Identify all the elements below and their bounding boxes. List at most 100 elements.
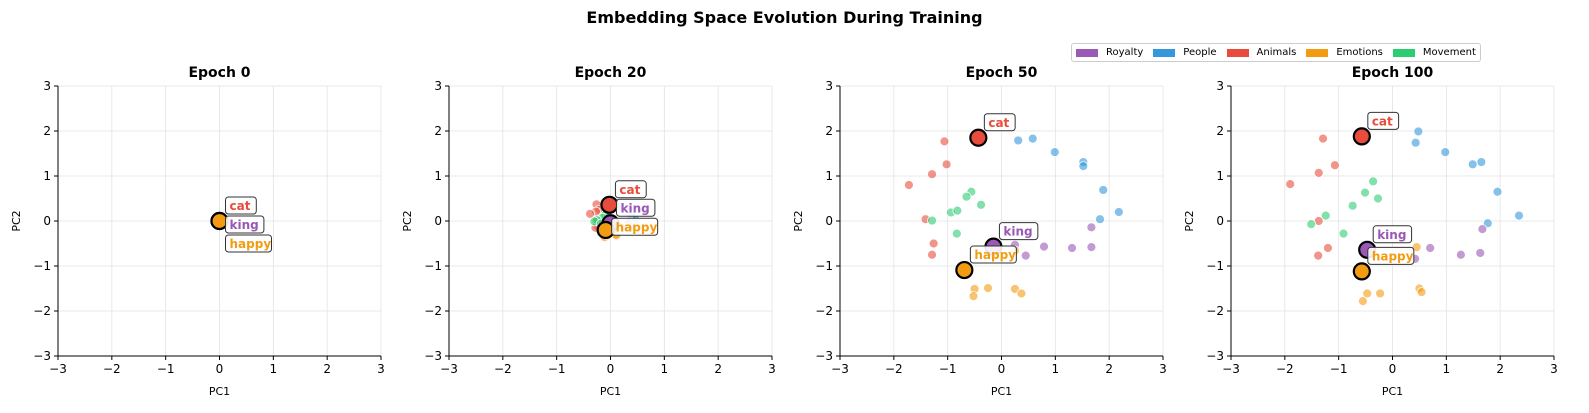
- highlight-label-box: [225, 234, 272, 253]
- point-movement: [1338, 228, 1349, 239]
- x-tick-label: −2: [1276, 362, 1294, 376]
- x-tick-label: −3: [49, 362, 67, 376]
- highlight-label-box: [1367, 246, 1415, 265]
- point-animals: [939, 136, 950, 147]
- x-axis-label: PC1: [1382, 385, 1403, 398]
- point-people: [1410, 137, 1421, 148]
- point-people: [1095, 214, 1105, 225]
- highlight-point-cat: [600, 195, 619, 214]
- highlight-label-cat: cat: [230, 199, 251, 213]
- x-tick-label: 1: [1052, 362, 1060, 376]
- point-people: [1078, 161, 1089, 172]
- highlight-label-king: king: [1003, 225, 1032, 239]
- x-tick-label: −3: [440, 362, 458, 376]
- x-axis-label: PC1: [209, 385, 230, 398]
- x-tick-label: −2: [494, 362, 512, 376]
- highlight-label-happy: happy: [230, 237, 272, 251]
- y-tick-label: 1: [43, 169, 51, 183]
- y-tick-label: −3: [424, 349, 442, 363]
- legend-item-people: People: [1153, 47, 1217, 58]
- point-movement: [1373, 193, 1383, 204]
- y-tick-label: 0: [43, 214, 51, 228]
- legend-item-royalty: Royalty: [1076, 47, 1143, 58]
- point-people: [1098, 185, 1109, 195]
- point-animals: [1323, 243, 1333, 253]
- legend-swatch: [1076, 48, 1098, 57]
- x-tick-label: 1: [661, 362, 669, 376]
- point-movement: [1368, 176, 1379, 187]
- y-tick-label: −2: [815, 304, 833, 318]
- point-movement: [976, 199, 986, 210]
- highlight-label-happy: happy: [616, 220, 658, 234]
- legend-label: People: [1183, 47, 1217, 58]
- legend-swatch: [1226, 48, 1249, 57]
- highlight-label-king: king: [1377, 228, 1406, 242]
- point-royalty: [1425, 243, 1436, 253]
- point-animals: [1285, 179, 1296, 190]
- highlight-label-box: [225, 196, 257, 215]
- point-movement: [1347, 200, 1358, 211]
- y-tick-label: 3: [434, 79, 442, 93]
- x-axis-label: PC1: [600, 385, 621, 398]
- point-animals: [928, 238, 939, 249]
- highlight-label-king: king: [621, 201, 650, 215]
- y-tick-label: 2: [434, 124, 442, 138]
- x-tick-label: 2: [1496, 362, 1504, 376]
- y-tick-label: −2: [424, 304, 442, 318]
- x-tick-label: 2: [323, 362, 331, 376]
- highlight-label-box: [614, 180, 647, 199]
- panel-epoch-50: −3−3 −2 −2 −1 −1 0 0 1 1 2 2 3 3 Epoch 50 PC1 PC2 cat kin…: [792, 65, 1167, 398]
- point-movement: [1360, 187, 1370, 198]
- point-animals: [941, 159, 952, 170]
- point-emotions: [1357, 296, 1368, 307]
- y-tick-label: −3: [815, 349, 833, 363]
- highlight-label-box: [616, 198, 656, 217]
- x-tick-label: 0: [1389, 362, 1397, 376]
- highlight-label-king: king: [230, 218, 259, 232]
- panel-title: Epoch 100: [1352, 65, 1434, 81]
- x-tick-label: −3: [1222, 362, 1240, 376]
- highlight-label-cat: cat: [1372, 114, 1393, 128]
- y-tick-label: −2: [33, 304, 51, 318]
- point-animals: [1313, 250, 1324, 261]
- point-royalty: [1086, 242, 1097, 253]
- x-tick-label: −1: [548, 362, 566, 376]
- y-tick-label: 2: [1216, 124, 1224, 138]
- x-tick-label: −3: [831, 362, 849, 376]
- y-tick-label: −3: [1206, 349, 1224, 363]
- y-axis-label: PC2: [792, 210, 805, 231]
- x-tick-label: 1: [1443, 362, 1451, 376]
- point-royalty: [1477, 224, 1488, 235]
- point-movement: [951, 228, 962, 239]
- legend-item-emotions: Emotions: [1306, 47, 1383, 58]
- point-emotions: [1362, 288, 1373, 299]
- highlight-label-happy: happy: [1372, 249, 1414, 263]
- x-tick-label: 2: [1105, 362, 1113, 376]
- x-axis-label: PC1: [991, 385, 1012, 398]
- figure-title: Embedding Space Evolution During Trainin…: [586, 8, 983, 27]
- point-people: [1514, 210, 1524, 221]
- y-tick-label: −1: [424, 259, 442, 273]
- y-tick-label: −1: [815, 259, 833, 273]
- panel-title: Epoch 20: [575, 65, 647, 81]
- y-tick-label: −1: [1206, 259, 1224, 273]
- x-tick-label: 0: [216, 362, 224, 376]
- x-tick-label: −1: [1330, 362, 1348, 376]
- panel-epoch-100: −3−3 −2 −2 −1 −1 0 0 1 1 2 2 3 3 Epoch 100 PC1 PC2 cat ki…: [1183, 65, 1558, 398]
- point-people: [1440, 147, 1451, 158]
- highlight-label-happy: happy: [974, 248, 1016, 262]
- point-emotions: [1016, 288, 1027, 299]
- y-tick-label: 0: [1216, 214, 1224, 228]
- x-tick-label: 2: [714, 362, 722, 376]
- highlight-point-happy: [1352, 262, 1371, 281]
- point-people: [1467, 159, 1478, 170]
- y-axis-label: PC2: [1183, 210, 1196, 231]
- y-tick-label: 3: [1216, 79, 1224, 93]
- legend: Royalty People Animals Emotions Movement: [1071, 43, 1481, 62]
- point-animals: [1318, 133, 1328, 144]
- point-royalty: [1475, 248, 1486, 258]
- panel-epoch-20: −3−3 −2 −2 −1 −1 0 0 1 1 2 2 3 3 Epoch 20 PC1 PC2 cat kin…: [401, 65, 776, 398]
- legend-label: Emotions: [1336, 47, 1383, 58]
- legend-swatch: [1153, 48, 1176, 57]
- point-royalty: [1039, 241, 1049, 252]
